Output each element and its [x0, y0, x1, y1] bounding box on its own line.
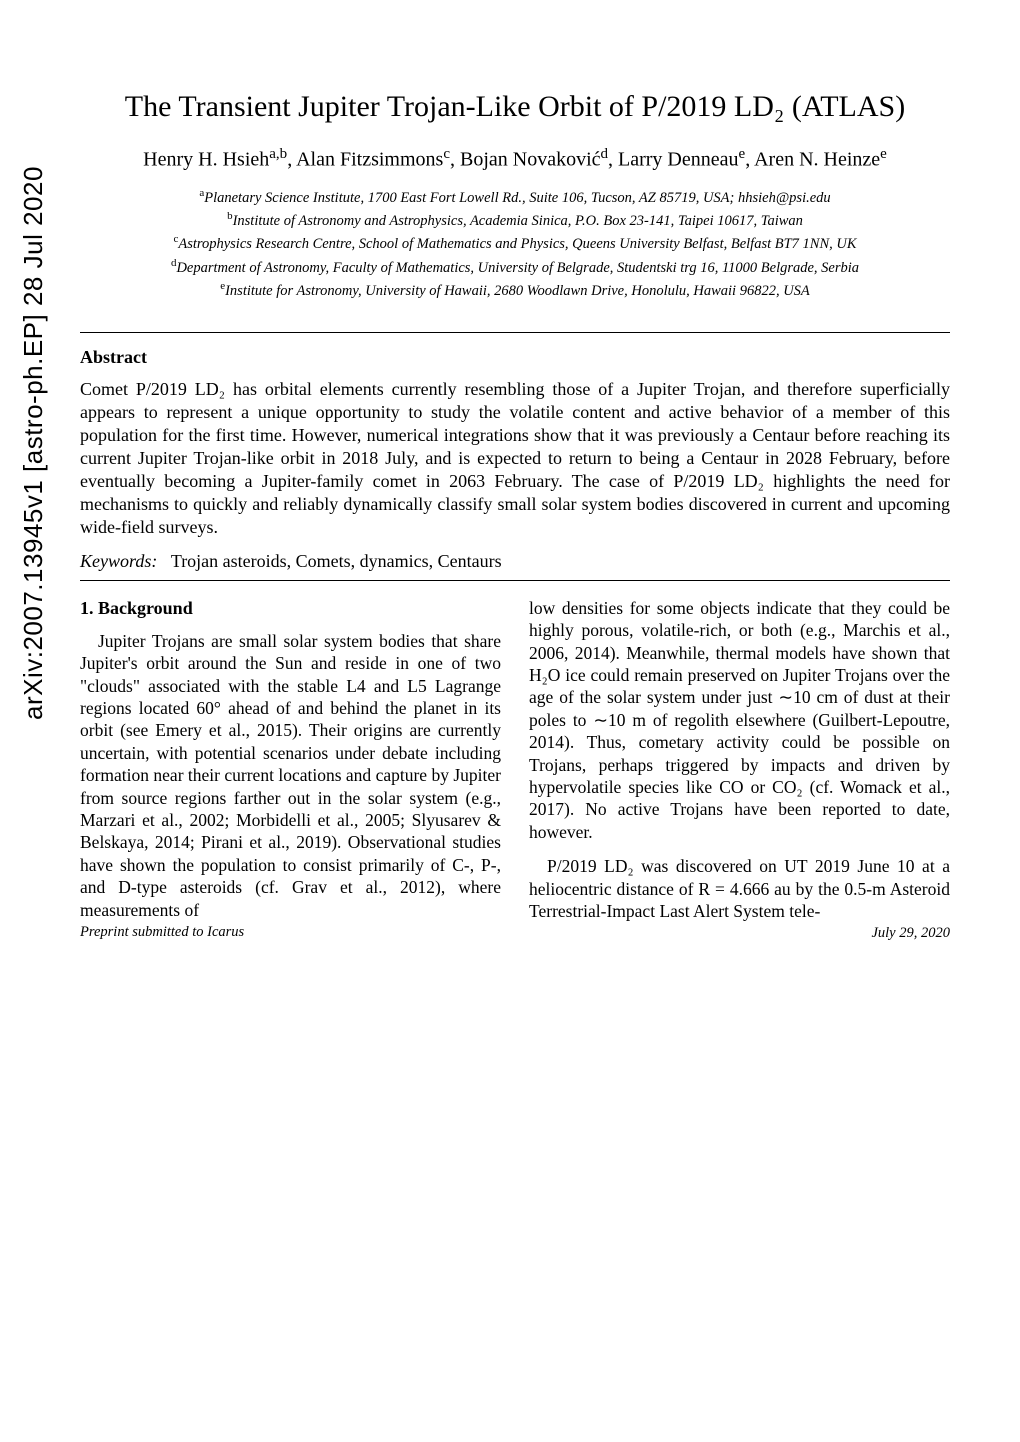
affiliation-e: eInstitute for Astronomy, University of … — [105, 279, 925, 301]
paper-title: The Transient Jupiter Trojan-Like Orbit … — [80, 90, 950, 124]
divider-top — [80, 332, 950, 333]
abstract-text: Comet P/2019 LD₂ has orbital elements cu… — [80, 378, 950, 539]
affiliation-c: cAstrophysics Research Centre, School of… — [105, 232, 925, 254]
two-column-body: 1. Background Jupiter Trojans are small … — [80, 597, 950, 943]
affiliation-b: bInstitute of Astronomy and Astrophysics… — [105, 209, 925, 231]
preprint-footer: Preprint submitted to Icarus — [80, 923, 501, 942]
authors: Henry H. Hsieha,b, Alan Fitzsimmonsc, Bo… — [80, 146, 950, 172]
main-content: The Transient Jupiter Trojan-Like Orbit … — [80, 0, 950, 943]
col2-paragraph-2: P/2019 LD₂ was discovered on UT 2019 Jun… — [529, 855, 950, 922]
keywords-list — [162, 551, 171, 571]
preprint-date: July 29, 2020 — [871, 924, 950, 943]
abstract-heading: Abstract — [80, 347, 950, 368]
col2-paragraph-1: low densities for some objects indicate … — [529, 597, 950, 843]
affiliation-d: dDepartment of Astronomy, Faculty of Mat… — [105, 256, 925, 278]
divider-bottom — [80, 580, 950, 581]
keywords-label: Keywords: — [80, 551, 157, 571]
preprint-date-row: July 29, 2020 — [529, 924, 950, 943]
col1-paragraph-1: Jupiter Trojans are small solar system b… — [80, 630, 501, 921]
column-right: low densities for some objects indicate … — [529, 597, 950, 943]
column-left: 1. Background Jupiter Trojans are small … — [80, 597, 501, 943]
keywords: Keywords: Trojan asteroids, Comets, dyna… — [80, 551, 950, 572]
affiliations: aPlanetary Science Institute, 1700 East … — [105, 186, 925, 302]
keywords-text: Trojan asteroids, Comets, dynamics, Cent… — [171, 551, 502, 571]
section-1-heading: 1. Background — [80, 597, 501, 620]
arxiv-id: arXiv:2007.13945v1 [astro-ph.EP] 28 Jul … — [18, 166, 49, 720]
preprint-journal: Preprint submitted to Icarus — [80, 923, 244, 942]
affiliation-a: aPlanetary Science Institute, 1700 East … — [105, 186, 925, 208]
